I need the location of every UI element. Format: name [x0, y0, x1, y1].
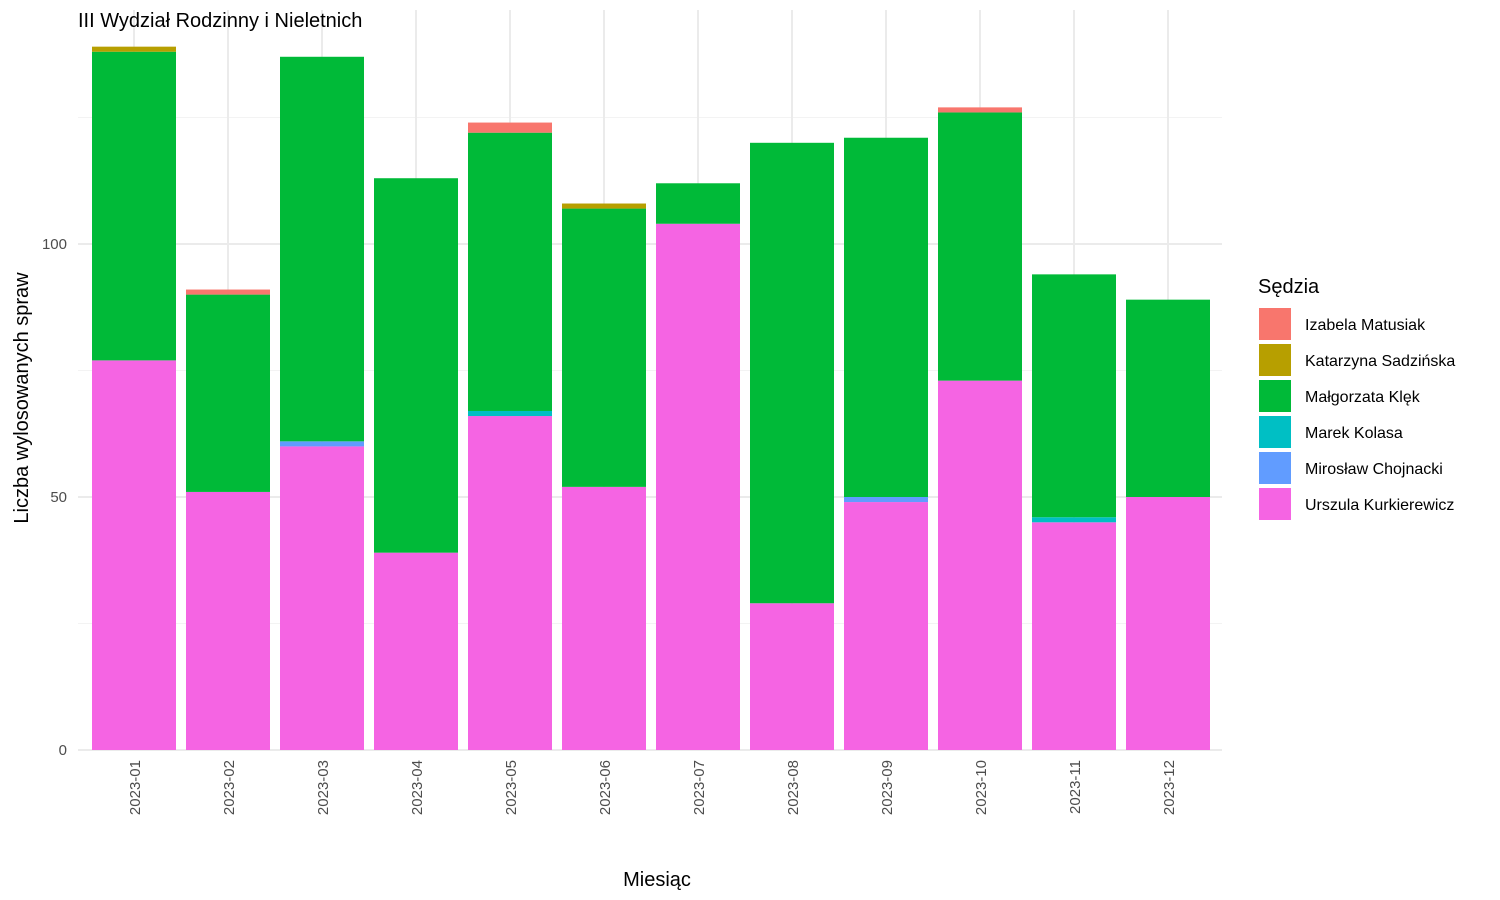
legend-swatch — [1259, 452, 1291, 484]
legend-label: Izabela Matusiak — [1305, 317, 1426, 334]
legend-label: Małgorzata Klęk — [1305, 389, 1421, 406]
bar-segment — [186, 289, 270, 295]
bar-segment — [750, 603, 834, 750]
legend-swatch — [1259, 344, 1291, 376]
bar-segment — [468, 416, 552, 750]
bar-segment — [1032, 274, 1116, 518]
legend-swatch — [1259, 380, 1291, 412]
x-tick-label: 2023-08 — [785, 760, 802, 815]
legend-title: Sędzia — [1258, 276, 1320, 298]
bar-segment — [656, 223, 740, 750]
bar-segment — [92, 360, 176, 750]
y-tick-label: 50 — [50, 489, 67, 506]
bar-segment — [562, 203, 646, 209]
bar-segment — [374, 552, 458, 750]
legend-swatch — [1259, 308, 1291, 340]
bar-segment — [938, 107, 1022, 113]
bar-segment — [468, 122, 552, 133]
bar-segment — [1126, 299, 1210, 497]
x-tick-label: 2023-04 — [409, 760, 426, 815]
legend-swatch — [1259, 488, 1291, 520]
bar-segment — [1032, 522, 1116, 750]
bar-segment — [186, 294, 270, 492]
x-tick-label: 2023-03 — [315, 760, 332, 815]
legend-label: Urszula Kurkierewicz — [1305, 497, 1454, 514]
legend-label: Mirosław Chojnacki — [1305, 461, 1443, 478]
y-tick-label: 0 — [59, 742, 67, 759]
bar-segment — [844, 137, 928, 498]
bar-segment — [844, 497, 928, 503]
bar-segment — [750, 142, 834, 604]
legend-label: Marek Kolasa — [1305, 425, 1403, 442]
bar-segment — [374, 178, 458, 553]
x-tick-label: 2023-07 — [691, 760, 708, 815]
legend: Sędzia Izabela Matusiak Katarzyna Sadzińs… — [1258, 276, 1455, 520]
legend-label: Katarzyna Sadzińska — [1305, 353, 1455, 370]
x-tick-label: 2023-01 — [127, 760, 144, 815]
x-axis-ticks: 2023-01 2023-02 2023-03 2023-04 2023-05 2023-… — [127, 760, 1178, 815]
y-tick-label: 100 — [42, 236, 67, 253]
bar-segment — [562, 486, 646, 750]
bar-segment — [1032, 517, 1116, 523]
bar-segment — [186, 491, 270, 750]
x-tick-label: 2023-10 — [973, 760, 990, 815]
bar-segment — [656, 183, 740, 224]
bar-segment — [1126, 497, 1210, 750]
bar-segment — [280, 56, 364, 442]
x-axis-title: Miesiąc — [623, 869, 691, 891]
chart-title: III Wydział Rodzinny i Nieletnich — [78, 10, 362, 32]
legend-swatch — [1259, 416, 1291, 448]
x-tick-label: 2023-11 — [1067, 760, 1084, 814]
bar-segment — [938, 112, 1022, 381]
x-tick-label: 2023-09 — [879, 760, 896, 815]
bar-segment — [92, 51, 176, 361]
bar-segment — [468, 132, 552, 411]
x-tick-label: 2023-06 — [597, 760, 614, 815]
bar-segment — [844, 502, 928, 750]
y-axis-title: Liczba wylosowanych spraw — [11, 272, 33, 524]
bar-segment — [468, 410, 552, 417]
x-tick-label: 2023-02 — [221, 760, 238, 815]
x-tick-label: 2023-05 — [503, 760, 520, 815]
bar-segment — [280, 441, 364, 447]
bars — [92, 46, 1210, 750]
bar-segment — [92, 46, 176, 52]
bar-segment — [562, 208, 646, 487]
y-axis-ticks: 0 50 100 — [42, 236, 67, 759]
bar-segment — [938, 380, 1022, 750]
x-tick-label: 2023-12 — [1161, 760, 1178, 815]
bar-segment — [280, 446, 364, 750]
